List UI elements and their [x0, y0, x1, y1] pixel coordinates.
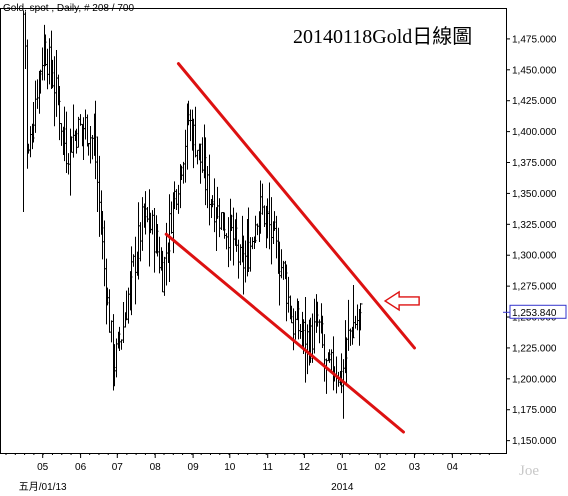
y-tick-label: 1,425.000	[512, 96, 557, 107]
y-tick-label: 1,475.000	[512, 34, 557, 45]
y-tick-label: 1,175.000	[512, 405, 557, 416]
plot-border	[0, 8, 507, 454]
x-tick-label: 10	[224, 462, 236, 473]
y-tick-label: 1,325.000	[512, 220, 557, 231]
x-tick-label: 02	[375, 462, 387, 473]
x-tick-label: 07	[112, 462, 124, 473]
arrow-annotation	[383, 290, 420, 312]
x-sub-label: 五月/01/13	[19, 481, 67, 493]
x-tick-label: 04	[447, 462, 459, 473]
y-axis: 1,150.000 1,175.000 1,200.000 1,225.000 1,25…	[506, 34, 557, 447]
y-tick-label: 1,150.000	[512, 436, 557, 447]
x-tick-label: 08	[150, 462, 162, 473]
last-price-badge: 1,253.840	[509, 304, 567, 319]
watermark: Joe	[519, 463, 539, 479]
x-tick-label: 06	[75, 462, 87, 473]
x-sub-label: 2014	[331, 482, 354, 493]
y-tick-label: 1,300.000	[512, 251, 557, 262]
trend-lines	[164, 62, 510, 434]
x-axis: 05 06 07 08 09 10 11 12 01 02 03 04 五月/01/13 2014	[5, 453, 490, 493]
x-tick-label: 05	[37, 462, 49, 473]
x-tick-label: 12	[299, 462, 311, 473]
y-tick-label: 1,375.000	[512, 158, 557, 169]
last-price-label: 1,253.840	[512, 308, 557, 319]
y-tick-label: 1,350.000	[512, 189, 557, 200]
y-tick-label: 1,275.000	[512, 282, 557, 293]
y-tick-label: 1,450.000	[512, 65, 557, 76]
x-tick-label: 11	[263, 462, 274, 473]
y-tick-label: 1,400.000	[512, 127, 557, 138]
x-tick-label: 03	[409, 462, 421, 473]
y-tick-label: 1,225.000	[512, 343, 557, 354]
price-bars	[23, 10, 363, 419]
x-tick-label: 09	[188, 462, 200, 473]
chart-header: Gold, spot , Daily, # 208 / 700	[3, 3, 134, 14]
trend-line	[164, 232, 405, 434]
chart-title: 20140118Gold日線圖	[293, 25, 472, 48]
y-tick-label: 1,200.000	[512, 374, 557, 385]
x-tick-label: 01	[337, 462, 349, 473]
trend-line	[176, 62, 416, 350]
